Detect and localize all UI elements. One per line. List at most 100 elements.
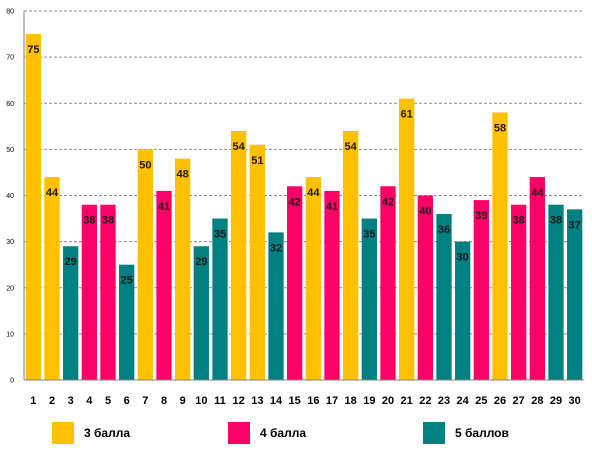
y-tick-label-30: 30 [6, 239, 14, 246]
data-label-28: 44 [531, 187, 544, 199]
bar-5 [100, 204, 116, 380]
bars [25, 34, 583, 380]
x-tick-label-3: 3 [68, 395, 74, 407]
x-tick-label-8: 8 [161, 395, 167, 407]
data-label-3: 29 [65, 256, 77, 268]
x-tick-label-10: 10 [195, 395, 207, 407]
x-tick-label-13: 13 [251, 395, 263, 407]
x-tick-label-18: 18 [345, 395, 357, 407]
bar-29 [548, 204, 564, 380]
data-label-21: 61 [401, 109, 413, 121]
x-tick-label-26: 26 [494, 395, 506, 407]
x-tick-label-29: 29 [550, 395, 562, 407]
bar-12 [231, 130, 247, 380]
y-axis-tick-labels: 0 10 20 30 40 50 60 70 80 [6, 9, 14, 385]
y-tick-label-70: 70 [6, 55, 14, 62]
x-tick-label-28: 28 [531, 395, 543, 407]
data-label-12: 54 [233, 141, 246, 153]
data-label-15: 42 [289, 196, 301, 208]
data-label-18: 54 [345, 141, 358, 153]
data-label-30: 37 [569, 219, 581, 231]
x-tick-label-25: 25 [475, 395, 487, 407]
y-tick-label-0: 0 [10, 378, 14, 385]
x-tick-label-30: 30 [569, 395, 581, 407]
bar-25 [473, 200, 489, 380]
bar-3 [63, 246, 79, 380]
x-tick-label-14: 14 [270, 395, 283, 407]
x-tick-label-9: 9 [180, 395, 186, 407]
bar-17 [324, 190, 340, 380]
legend-swatch-3 [52, 422, 74, 444]
x-tick-label-19: 19 [363, 395, 375, 407]
bar-21 [399, 98, 415, 380]
bar-22 [417, 195, 433, 380]
data-label-11: 35 [214, 229, 226, 241]
x-tick-label-24: 24 [457, 395, 470, 407]
legend-item-4: 4 балла [228, 420, 306, 446]
data-label-22: 40 [419, 206, 431, 218]
data-label-8: 41 [158, 201, 170, 213]
bar-13 [249, 144, 265, 380]
legend-swatch-5 [423, 422, 445, 444]
bar-30 [567, 209, 583, 380]
x-tick-label-23: 23 [438, 395, 450, 407]
legend-item-3: 3 балла [52, 420, 130, 446]
bar-20 [380, 186, 396, 380]
bar-24 [455, 241, 471, 380]
data-label-14: 32 [270, 242, 282, 254]
x-tick-label-2: 2 [49, 395, 55, 407]
y-tick-label-20: 20 [6, 285, 14, 292]
y-tick-label-50: 50 [6, 147, 14, 154]
x-tick-label-17: 17 [326, 395, 338, 407]
bar-28 [529, 177, 545, 380]
bar-11 [212, 218, 228, 380]
x-tick-label-6: 6 [124, 395, 130, 407]
bar-6 [119, 264, 135, 380]
data-label-17: 41 [326, 201, 338, 213]
x-tick-label-1: 1 [30, 395, 36, 407]
y-tick-label-40: 40 [6, 193, 14, 200]
x-tick-label-4: 4 [86, 395, 93, 407]
x-tick-label-7: 7 [142, 395, 148, 407]
data-label-23: 36 [438, 224, 450, 236]
x-tick-label-5: 5 [105, 395, 111, 407]
x-tick-label-11: 11 [214, 395, 226, 407]
x-axis-tick-labels: 1 2 3 4 5 6 7 8 9 10 11 12 13 14 15 16 17 18 19 20 21 22 23 24 2… [30, 395, 581, 407]
data-label-20: 42 [382, 196, 394, 208]
bar-15 [287, 186, 303, 380]
legend-swatch-4 [228, 422, 250, 444]
data-label-2: 44 [46, 187, 59, 199]
legend-label-4: 4 балла [260, 426, 307, 440]
bar-16 [305, 177, 321, 380]
data-label-1: 75 [27, 44, 39, 56]
data-label-6: 25 [121, 275, 133, 287]
data-label-27: 38 [513, 215, 525, 227]
x-tick-label-20: 20 [382, 395, 394, 407]
data-label-26: 58 [494, 122, 506, 134]
bar-9 [175, 158, 191, 380]
data-label-10: 29 [195, 256, 207, 268]
data-label-24: 30 [457, 252, 469, 264]
data-label-7: 50 [139, 159, 151, 171]
x-tick-label-16: 16 [307, 395, 319, 407]
x-tick-label-15: 15 [289, 395, 301, 407]
data-label-4: 38 [83, 215, 95, 227]
x-tick-label-27: 27 [513, 395, 525, 407]
bar-23 [436, 213, 452, 380]
gridlines [24, 10, 584, 335]
x-tick-label-22: 22 [419, 395, 431, 407]
bar-26 [492, 112, 508, 380]
data-label-9: 48 [177, 169, 189, 181]
data-label-16: 44 [307, 187, 320, 199]
y-tick-label-10: 10 [6, 331, 14, 338]
bar-19 [361, 218, 377, 380]
data-labels: 75 44 29 38 38 25 50 41 48 29 35 54 51 32 42 44 41 54 35 42… [27, 44, 581, 287]
data-label-29: 38 [550, 215, 562, 227]
bar-10 [193, 246, 209, 380]
legend-label-5: 5 баллов [455, 426, 509, 440]
y-tick-label-60: 60 [6, 101, 14, 108]
data-label-19: 35 [363, 229, 375, 241]
legend-label-3: 3 балла [84, 426, 131, 440]
legend-item-5: 5 баллов [423, 420, 509, 446]
